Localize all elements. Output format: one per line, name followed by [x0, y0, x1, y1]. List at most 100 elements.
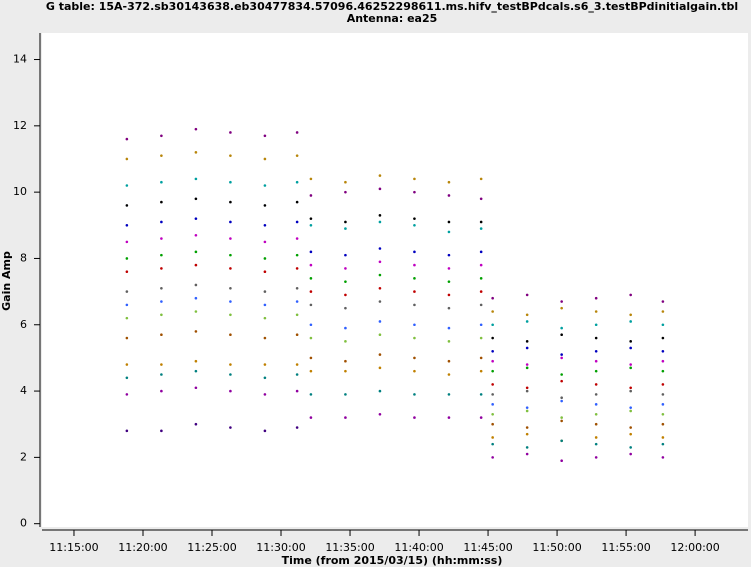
point [309, 323, 313, 327]
x-tick-label: 11:50:00 [532, 541, 581, 554]
point [661, 393, 665, 396]
point [295, 267, 299, 270]
point [229, 426, 232, 429]
point [629, 320, 632, 323]
point [125, 336, 129, 340]
point [194, 422, 198, 426]
point [125, 257, 129, 260]
point [125, 240, 129, 244]
point [229, 154, 232, 157]
point [263, 270, 267, 274]
point [560, 306, 563, 310]
point [344, 393, 347, 396]
point [560, 439, 563, 443]
point [594, 336, 598, 340]
point [295, 426, 299, 429]
point [125, 157, 129, 161]
point [263, 184, 267, 187]
point [594, 393, 598, 396]
x-tick-label: 11:40:00 [394, 541, 443, 554]
point [491, 456, 494, 459]
point [160, 373, 163, 376]
point [413, 393, 416, 396]
point [413, 356, 416, 360]
x-tick-label: 11:55:00 [601, 541, 650, 554]
point [160, 286, 163, 290]
point [479, 303, 483, 307]
point [229, 333, 232, 337]
point [560, 326, 563, 330]
point [525, 452, 529, 456]
point [194, 177, 198, 181]
y-tick-label: 2 [20, 450, 27, 463]
point [661, 456, 665, 459]
point [560, 379, 563, 383]
point [479, 277, 483, 280]
point [378, 389, 382, 393]
point [479, 323, 483, 327]
point [661, 336, 665, 340]
point [194, 217, 198, 220]
point [629, 366, 632, 370]
point [344, 220, 347, 224]
point [194, 310, 198, 313]
point [378, 247, 382, 250]
point [661, 403, 665, 406]
point [629, 346, 632, 350]
point [295, 237, 299, 240]
point [447, 253, 451, 257]
point [125, 363, 129, 366]
point [479, 227, 483, 230]
point [447, 280, 451, 283]
point [378, 273, 382, 277]
point [344, 280, 347, 283]
point [309, 336, 313, 340]
point [413, 369, 416, 373]
point [160, 253, 163, 257]
point [295, 200, 299, 204]
point [629, 432, 632, 436]
point [229, 180, 232, 184]
point [447, 293, 451, 297]
point [491, 310, 494, 313]
point [413, 177, 416, 181]
point [479, 263, 483, 267]
point [160, 267, 163, 270]
point [447, 340, 451, 343]
x-tick-label: 11:30:00 [256, 541, 305, 554]
point [160, 134, 163, 138]
point [125, 316, 129, 320]
point [194, 250, 198, 254]
point [594, 359, 598, 363]
point [309, 223, 313, 227]
point [413, 336, 416, 340]
point [378, 214, 382, 217]
x-tick-label: 11:45:00 [463, 541, 512, 554]
point [525, 363, 529, 366]
point [594, 296, 598, 300]
point [661, 436, 665, 439]
point [560, 416, 563, 419]
point [229, 286, 232, 290]
point [491, 323, 494, 327]
point [560, 373, 563, 376]
point [160, 389, 163, 393]
point [491, 436, 494, 439]
point [560, 396, 563, 399]
point [525, 346, 529, 350]
point [309, 194, 313, 197]
y-tick-label: 0 [20, 517, 27, 530]
point [491, 412, 494, 416]
point [194, 197, 198, 201]
point [160, 200, 163, 204]
point [560, 333, 563, 337]
point [560, 353, 563, 356]
y-tick-label: 8 [20, 251, 27, 264]
point [661, 369, 665, 373]
point [629, 313, 632, 317]
point [295, 220, 299, 224]
point [194, 151, 198, 154]
point [309, 393, 313, 396]
point [229, 253, 232, 257]
point [491, 336, 494, 340]
